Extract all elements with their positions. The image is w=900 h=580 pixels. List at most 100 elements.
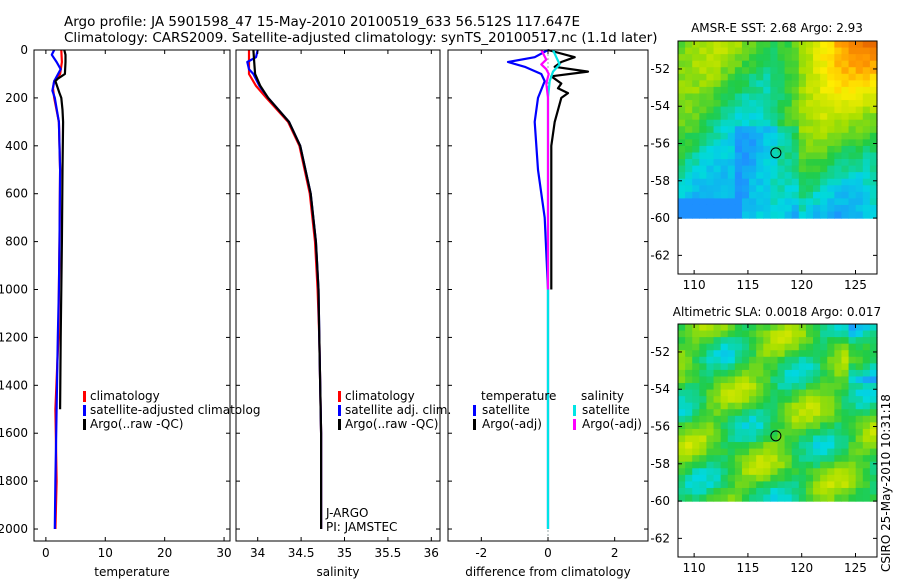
sst_map-cell [685, 119, 693, 127]
sst_map-cell [713, 165, 722, 173]
sst_map-cell [763, 67, 771, 75]
sla_map-cell [791, 356, 800, 364]
sla_map-cell [848, 422, 857, 430]
sst_map-cell [741, 132, 750, 140]
difference-xtick-label: 2 [611, 546, 619, 560]
sst_map-cell [813, 191, 821, 200]
sst_map-cell [713, 73, 722, 81]
sst_map-cell [869, 178, 878, 186]
difference-legend-swatch [473, 405, 476, 416]
sst_map-cell [869, 80, 878, 88]
sla_map-cell [862, 415, 871, 423]
sla_map-cell [763, 468, 771, 476]
sla_map-cell [727, 455, 736, 463]
sst_map-cell [749, 106, 757, 114]
sla_map-cell [805, 396, 814, 404]
sla_map-cell [741, 356, 750, 364]
sst_map-cell [777, 126, 786, 134]
sst_map-cell [720, 106, 729, 114]
difference-xlabel: difference from climatology [465, 565, 631, 579]
sst_map-cell [820, 185, 828, 193]
sla_map-cell [805, 487, 814, 496]
sla_map-cell [791, 350, 800, 358]
sla_map-cell [791, 487, 800, 496]
sst_map-cell [770, 60, 779, 68]
sst_map-cell [869, 41, 878, 49]
sla_map-cell [777, 350, 786, 358]
sla_map-cell [756, 383, 764, 391]
sst_map-cell [841, 159, 850, 167]
sla_map-cell [734, 389, 743, 397]
sla_map-cell [734, 487, 743, 496]
sla_map-cell [749, 402, 757, 410]
sst_map-cell [848, 198, 857, 206]
sla_map-cell [734, 428, 743, 437]
sla_map-cell [791, 337, 800, 345]
sst_map-cell [798, 191, 807, 200]
sst_map-cell [798, 73, 807, 81]
sst_map-cell [756, 126, 764, 134]
sst_map-cell [756, 204, 764, 213]
sst_map-cell [727, 60, 736, 68]
sst_map-cell [798, 152, 807, 160]
sst_map-cell [855, 165, 864, 173]
sla_map-cell [741, 376, 750, 384]
sla_map-ytick-label: -58 [650, 457, 670, 471]
sla_map-cell [848, 402, 857, 410]
temperature-xtick-label: 10 [98, 546, 113, 560]
sst_map-cell [791, 211, 800, 219]
sst_map-cell [798, 119, 807, 127]
sst_map-cell [777, 67, 786, 75]
sla_map-cell [720, 402, 729, 410]
sla_map-cell [734, 356, 743, 364]
sst_map-cell [699, 113, 708, 121]
sst_map-cell [720, 132, 729, 140]
sla_map-cell [713, 402, 722, 410]
sla_map-cell [763, 474, 771, 483]
sst_map-cell [763, 80, 771, 88]
sst_map-cell [678, 191, 686, 200]
sst_map-cell [770, 93, 779, 101]
sla_map-cell [813, 461, 821, 469]
sla_map-cell [756, 363, 764, 371]
sst_map-cell [784, 73, 793, 81]
sst_map-cell [855, 100, 864, 108]
sst_map-cell [784, 211, 793, 219]
sla_map-cell [713, 474, 722, 483]
sst_map-cell [678, 113, 686, 121]
sst_map-cell [741, 152, 750, 160]
sst_map-cell [770, 86, 779, 95]
sst_map-cell [777, 178, 786, 186]
sst_map-cell [770, 126, 779, 134]
sla_map-cell [834, 337, 843, 345]
sst_map-cell [770, 41, 779, 49]
sla_map-cell [805, 468, 814, 476]
sst_map-cell [734, 126, 743, 134]
sst_map-cell [678, 60, 686, 68]
sst_map-cell [706, 132, 715, 140]
sla_map-cell [734, 415, 743, 423]
sla_map-cell [770, 468, 779, 476]
sst_map-cell [685, 191, 693, 200]
sla_map-cell [678, 468, 686, 476]
sst_map-cell [699, 41, 708, 49]
sla_map-cell [784, 330, 793, 338]
sla_map-cell [820, 442, 828, 450]
sla_map-cell [727, 383, 736, 391]
sst_map-cell [820, 152, 828, 160]
sst_map-cell [813, 126, 821, 134]
sst_map-cell [713, 60, 722, 68]
sst_map-cell [706, 47, 715, 55]
sla_map-cell [741, 396, 750, 404]
sst_map-cell [692, 67, 700, 75]
sst_map-cell [798, 67, 807, 75]
sst_map-cell [848, 139, 857, 147]
sst_map-cell [834, 86, 843, 95]
sst_map-cell [834, 73, 843, 81]
sla_map-cell [834, 343, 843, 351]
sla_map-cell [763, 324, 771, 332]
sla_map-cell [798, 369, 807, 378]
sst_map-cell [827, 60, 835, 68]
sst_map-cell [862, 67, 871, 75]
sst_map-cell [784, 100, 793, 108]
